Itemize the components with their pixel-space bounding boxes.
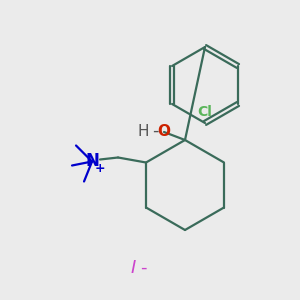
Text: I: I [130,259,136,277]
Text: N: N [85,152,99,170]
Text: +: + [95,162,105,175]
Text: O: O [158,124,170,140]
Text: -: - [140,259,146,277]
Text: -: - [152,122,158,140]
Text: Cl: Cl [198,105,212,119]
Text: H: H [137,124,149,140]
